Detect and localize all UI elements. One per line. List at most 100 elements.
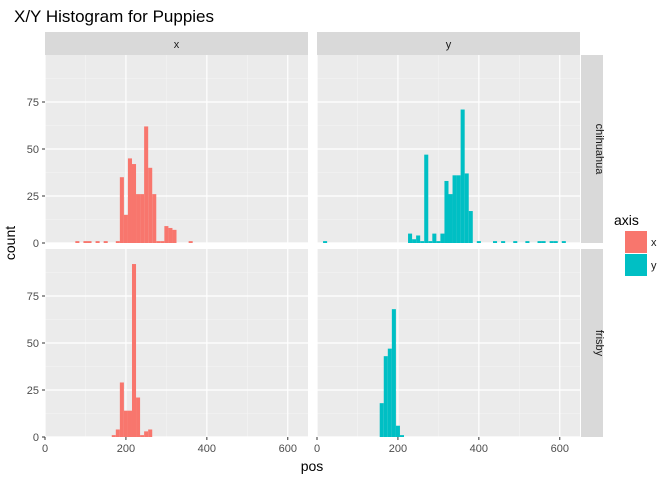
histogram-bar <box>501 241 506 243</box>
y-tick-label: 0 <box>33 432 39 444</box>
histogram-bar <box>464 173 469 243</box>
histogram-bar <box>440 233 445 243</box>
column-strip-y <box>317 32 580 55</box>
x-tick-label: 400 <box>470 443 488 455</box>
legend-swatch-x <box>625 231 647 253</box>
y-tick-label: 75 <box>27 97 39 109</box>
x-tick-label: 200 <box>389 443 407 455</box>
legend: axis xy <box>614 212 657 276</box>
legend-label: y <box>651 260 657 272</box>
histogram-bar <box>391 309 396 437</box>
histogram-bar <box>115 241 120 243</box>
histogram-bar <box>115 429 120 437</box>
histogram-bar <box>140 194 145 243</box>
histogram-bar <box>172 229 177 243</box>
histogram-bar <box>537 241 542 243</box>
histogram-bar <box>448 194 453 243</box>
row-strip-frisby <box>581 249 603 437</box>
histogram-bar <box>95 241 100 243</box>
histogram-bar <box>452 175 457 243</box>
histogram-bar <box>513 241 518 243</box>
row-strip-chihuahua <box>581 55 603 243</box>
panel-x-chihuahua: 0 25 50 75 <box>27 55 308 250</box>
histogram-bar <box>111 435 116 437</box>
y-tick-label: 50 <box>27 144 39 156</box>
histogram-bar <box>152 194 157 243</box>
histogram-bar <box>493 241 498 243</box>
histogram-bar <box>119 177 124 243</box>
x-axis-label: pos <box>301 458 324 474</box>
histogram-bar <box>476 241 481 243</box>
histogram-bar <box>444 180 449 243</box>
histogram-bar <box>140 435 145 437</box>
panel-y-frisby: 0 200 400 600 <box>314 249 580 455</box>
histogram-bar <box>131 264 137 437</box>
histogram-bar <box>123 214 128 243</box>
histogram-bar <box>156 241 161 243</box>
x-tick-label: 0 <box>314 443 320 455</box>
histogram-bar <box>136 397 141 437</box>
histogram-bar <box>379 403 384 437</box>
y-tick-label: 25 <box>27 385 39 397</box>
histogram-bar <box>160 241 165 243</box>
x-tick-label: 0 <box>42 443 48 455</box>
histogram-bar <box>383 356 388 437</box>
histogram-bar <box>387 348 392 437</box>
histogram-bar <box>549 241 554 243</box>
legend-swatch-y <box>625 254 647 276</box>
histogram-bar <box>553 241 558 243</box>
facet-panels: x y chihuahua frisby 0 25 50 75 0 25 50 75 0 200 400 60… <box>27 32 605 455</box>
column-strip-label: y <box>446 39 452 51</box>
histogram-bar <box>561 241 566 243</box>
histogram-bar <box>83 241 88 243</box>
x-tick-label: 600 <box>279 443 297 455</box>
column-strip-label: x <box>174 39 180 51</box>
legend-entries: xy <box>625 231 657 276</box>
histogram-bar <box>408 233 413 243</box>
y-tick-label: 25 <box>27 191 39 203</box>
histogram-bar <box>323 241 328 243</box>
histogram-bar <box>75 241 80 243</box>
y-tick-label: 0 <box>33 238 39 250</box>
column-strip-x <box>45 32 308 55</box>
panel-x-frisby: 0 25 50 75 0 200 400 600 <box>27 249 308 455</box>
histogram-bar <box>168 227 173 243</box>
histogram-bar <box>436 241 441 243</box>
histogram-bar <box>424 154 429 243</box>
y-axis-label: count <box>2 226 18 260</box>
row-strip-label: chihuahua <box>593 124 605 176</box>
histogram-bar <box>87 241 92 243</box>
histogram-bar <box>468 211 473 243</box>
y-tick-label: 75 <box>27 291 39 303</box>
histogram-bar <box>127 158 132 243</box>
histogram-bar <box>136 194 141 243</box>
histogram-bar <box>428 241 433 243</box>
histogram-bar <box>525 241 530 243</box>
histogram-bar <box>456 175 461 243</box>
histogram-bar <box>164 226 169 243</box>
chart-title: X/Y Histogram for Puppies <box>14 7 214 26</box>
x-tick-label: 400 <box>198 443 216 455</box>
legend-label: x <box>651 237 657 249</box>
histogram-bar <box>103 241 108 243</box>
histogram-bar <box>148 429 153 437</box>
histogram-bar <box>420 241 425 243</box>
panel-y-chihuahua <box>316 55 580 244</box>
histogram-bar <box>432 233 437 243</box>
histogram-bar <box>131 164 137 243</box>
row-strip-label: frisby <box>593 330 605 357</box>
x-tick-label: 200 <box>117 443 135 455</box>
histogram-bar <box>144 431 149 437</box>
x-tick-label: 600 <box>551 443 569 455</box>
histogram-bar <box>416 235 421 243</box>
histogram-bar <box>144 126 149 243</box>
histogram-bar <box>123 410 128 437</box>
histogram-bar <box>541 241 546 243</box>
legend-title: axis <box>614 212 639 228</box>
histogram-bar <box>412 239 417 243</box>
histogram-bar <box>399 435 404 437</box>
histogram-bar <box>395 425 400 437</box>
histogram-bar <box>460 109 465 244</box>
histogram-bar <box>119 382 124 437</box>
